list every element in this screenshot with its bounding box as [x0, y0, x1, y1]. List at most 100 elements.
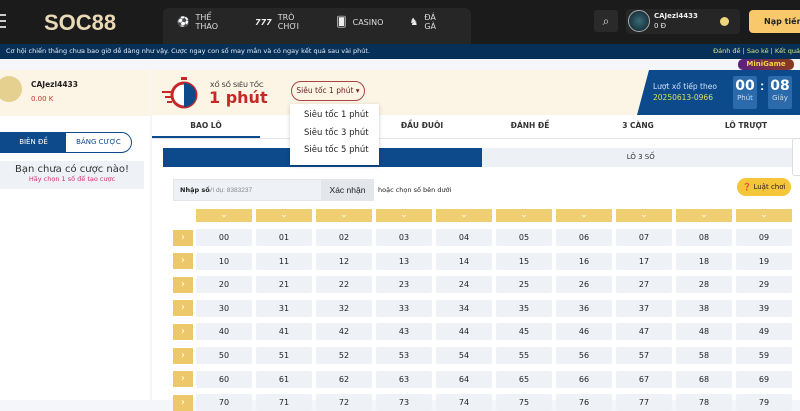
option-3-minute[interactable]: Siêu tốc 3 phút [290, 125, 379, 143]
number-cell[interactable]: 58 [676, 347, 732, 364]
number-cell[interactable]: 17 [616, 253, 672, 270]
search-icon[interactable]: ⌕ [594, 10, 618, 32]
select-column-chevron-icon[interactable]: ⌄ [196, 209, 252, 222]
nav-casino[interactable]: 🂠CASINO [336, 8, 383, 36]
select-row-chevron-icon[interactable]: › [173, 277, 193, 293]
number-cell[interactable]: 77 [616, 394, 672, 411]
number-cell[interactable]: 41 [256, 323, 312, 340]
number-cell[interactable]: 75 [496, 394, 552, 411]
number-cell[interactable]: 49 [736, 323, 792, 340]
number-cell[interactable]: 07 [616, 229, 672, 246]
select-column-chevron-icon[interactable]: ⌄ [436, 209, 492, 222]
number-cell[interactable]: 30 [196, 300, 252, 317]
select-row-chevron-icon[interactable]: › [173, 324, 193, 340]
number-cell[interactable]: 10 [196, 253, 252, 270]
number-cell[interactable]: 26 [556, 276, 612, 293]
user-account[interactable]: CAJezl4433 0 Đ [626, 9, 740, 34]
number-cell[interactable]: 02 [316, 229, 372, 246]
number-cell[interactable]: 21 [256, 276, 312, 293]
number-cell[interactable]: 74 [436, 394, 492, 411]
number-cell[interactable]: 43 [376, 323, 432, 340]
minigame-badge[interactable]: MiniGame [738, 59, 794, 70]
number-cell[interactable]: 76 [556, 394, 612, 411]
number-cell[interactable]: 51 [256, 347, 312, 364]
option-5-minute[interactable]: Siêu tốc 5 phút [290, 142, 379, 160]
number-cell[interactable]: 25 [496, 276, 552, 293]
tab-3-cang[interactable]: 3 CÀNG [584, 115, 692, 138]
number-cell[interactable]: 38 [676, 300, 732, 317]
number-cell[interactable]: 16 [556, 253, 612, 270]
number-cell[interactable]: 61 [256, 371, 312, 388]
number-cell[interactable]: 47 [616, 323, 672, 340]
number-cell[interactable]: 04 [436, 229, 492, 246]
number-cell[interactable]: 05 [496, 229, 552, 246]
number-cell[interactable]: 08 [676, 229, 732, 246]
tab-dau-duoi[interactable]: ĐẦU ĐUÔI [368, 115, 476, 138]
number-cell[interactable]: 67 [616, 371, 672, 388]
number-cell[interactable]: 79 [736, 394, 792, 411]
number-cell[interactable]: 24 [436, 276, 492, 293]
tab-bao-lo[interactable]: BAO LÔ [152, 115, 260, 138]
select-column-chevron-icon[interactable]: ⌄ [316, 209, 372, 222]
number-cell[interactable]: 32 [316, 300, 372, 317]
number-cell[interactable]: 28 [676, 276, 732, 293]
number-cell[interactable]: 65 [496, 371, 552, 388]
nav-cockfight[interactable]: ♞ĐÁ GÀ [409, 8, 445, 36]
number-cell[interactable]: 73 [376, 394, 432, 411]
number-cell[interactable]: 56 [556, 347, 612, 364]
number-cell[interactable]: 34 [436, 300, 492, 317]
number-cell[interactable]: 19 [736, 253, 792, 270]
number-cell[interactable]: 29 [736, 276, 792, 293]
number-cell[interactable]: 68 [676, 371, 732, 388]
logo[interactable]: SOC88 [44, 10, 116, 36]
number-cell[interactable]: 31 [256, 300, 312, 317]
number-cell[interactable]: 13 [376, 253, 432, 270]
number-cell[interactable]: 60 [196, 371, 252, 388]
select-column-chevron-icon[interactable]: ⌄ [556, 209, 612, 222]
number-cell[interactable]: 64 [436, 371, 492, 388]
number-cell[interactable]: 53 [376, 347, 432, 364]
number-cell[interactable]: 54 [436, 347, 492, 364]
ticker-links[interactable]: Đánh đề | Sao kê | Kết quả [713, 47, 800, 55]
number-cell[interactable]: 12 [316, 253, 372, 270]
number-cell[interactable]: 15 [496, 253, 552, 270]
number-cell[interactable]: 66 [556, 371, 612, 388]
deposit-button[interactable]: Nạp tiền [749, 10, 800, 33]
number-cell[interactable]: 48 [676, 323, 732, 340]
menu-icon[interactable] [0, 14, 6, 28]
select-row-chevron-icon[interactable]: › [173, 253, 193, 269]
select-row-chevron-icon[interactable]: › [173, 230, 193, 246]
number-cell[interactable]: 42 [316, 323, 372, 340]
nav-sports[interactable]: ⚽THỂ THAO [177, 8, 229, 36]
tab-bet-table[interactable]: BẢNG CƯỢC [66, 133, 131, 152]
side-widget[interactable] [792, 138, 800, 176]
speed-select[interactable]: Siêu tốc 1 phút ▾ [291, 81, 365, 101]
number-cell[interactable]: 22 [316, 276, 372, 293]
select-column-chevron-icon[interactable]: ⌄ [496, 209, 552, 222]
number-cell[interactable]: 70 [196, 394, 252, 411]
select-column-chevron-icon[interactable]: ⌄ [736, 209, 792, 222]
number-cell[interactable]: 37 [616, 300, 672, 317]
select-row-chevron-icon[interactable]: › [173, 371, 193, 387]
number-cell[interactable]: 63 [376, 371, 432, 388]
subtab-lo-3-so[interactable]: LÔ 3 SỐ [482, 148, 800, 167]
number-cell[interactable]: 71 [256, 394, 312, 411]
confirm-button[interactable]: Xác nhận [321, 179, 374, 201]
select-column-chevron-icon[interactable]: ⌄ [376, 209, 432, 222]
number-cell[interactable]: 72 [316, 394, 372, 411]
number-cell[interactable]: 46 [556, 323, 612, 340]
number-cell[interactable]: 00 [196, 229, 252, 246]
number-cell[interactable]: 52 [316, 347, 372, 364]
rules-button[interactable]: ❓ Luật chơi [737, 178, 791, 196]
number-cell[interactable]: 01 [256, 229, 312, 246]
number-cell[interactable]: 36 [556, 300, 612, 317]
number-cell[interactable]: 03 [376, 229, 432, 246]
option-1-minute[interactable]: Siêu tốc 1 phút [290, 107, 379, 125]
tab-bet-slip[interactable]: BIÊN ĐỀ [1, 133, 66, 152]
number-cell[interactable]: 20 [196, 276, 252, 293]
number-cell[interactable]: 40 [196, 323, 252, 340]
number-cell[interactable]: 59 [736, 347, 792, 364]
select-column-chevron-icon[interactable]: ⌄ [256, 209, 312, 222]
number-cell[interactable]: 45 [496, 323, 552, 340]
